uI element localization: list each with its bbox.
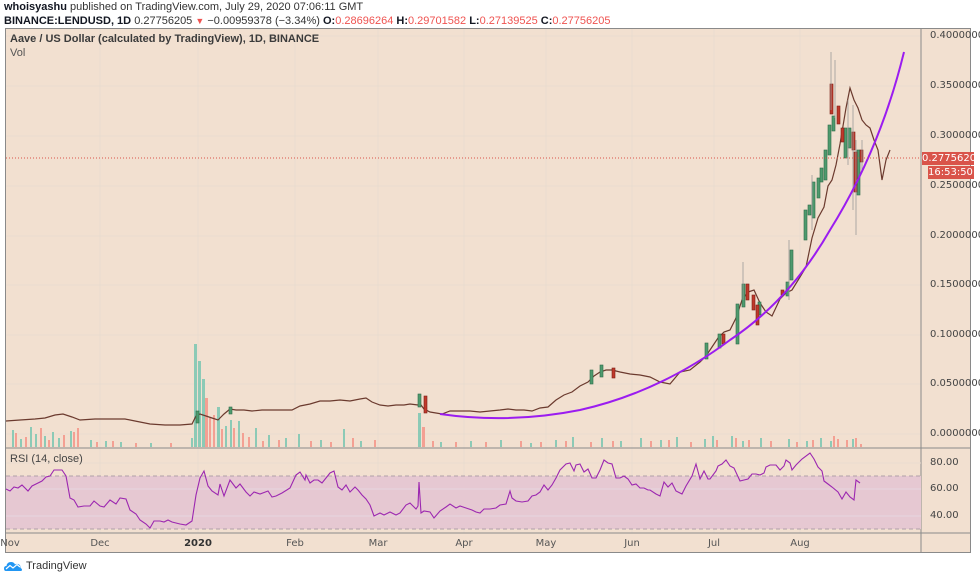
high-label: H: [396,15,408,27]
last-price: 0.27756205 [134,15,193,27]
chart-title: Aave / US Dollar (calculated by TradingV… [10,33,320,45]
tradingview-cloud-icon [4,562,22,571]
price-tick: 0.40000000 [930,30,980,41]
time-label: Mar [368,538,388,549]
current-price-tag: 0.27756205 [922,152,980,165]
volume-legend: Vol [10,47,26,59]
rsi-band [6,476,921,529]
time-label: May [535,538,557,549]
rsi-tick: 60.00 [930,483,959,494]
low-label: L: [469,15,480,27]
price-tick: 0.35000000 [930,80,980,91]
author-name[interactable]: whoisyashu [4,1,67,13]
time-label: Nov [0,538,20,549]
chart-frame[interactable] [5,28,971,553]
rsi-line [5,452,861,529]
rsi-legend: RSI (14, close) [10,453,83,465]
down-triangle-icon: ▼ [195,16,205,26]
publish-info: whoisyashu published on TradingView.com,… [4,1,363,13]
close-value: 0.27756205 [552,15,611,27]
price-tick: 0.30000000 [930,130,980,141]
bar-countdown-tag: 16:53:50 [928,166,974,179]
price-tick: 0.00000000 [930,428,980,439]
price-tick: 0.05000000 [930,378,980,389]
time-grid [99,29,801,533]
rsi-tick: 80.00 [930,457,959,468]
time-label: Dec [90,538,110,549]
rsi-tick: 40.00 [930,510,959,521]
brand-name: TradingView [26,560,87,572]
volume-bars [12,344,862,447]
time-label: Feb [286,538,304,549]
open-label: O: [322,15,336,27]
price-tick: 0.10000000 [930,329,980,340]
symbol-name: BINANCE:LENDUSD, 1D [4,15,132,27]
tradingview-logo[interactable]: TradingView [4,560,87,572]
low-value: 0.27139525 [479,15,538,27]
price-candles [5,52,891,426]
price-change: −0.00959378 (−3.34%) [207,15,320,27]
symbol-info: BINANCE:LENDUSD, 1D 0.27756205 ▼ −0.0095… [4,15,611,27]
time-label: Jun [624,538,640,549]
time-label: Aug [790,538,810,549]
time-label: 2020 [184,538,212,549]
high-value: 0.29701582 [408,15,467,27]
close-label: C: [540,15,553,27]
price-tick: 0.25000000 [930,180,980,191]
time-label: Apr [455,538,473,549]
parabolic-trend-curve[interactable] [439,51,905,420]
publish-text: published on TradingView.com, July 29, 2… [70,1,364,13]
open-value: 0.28696264 [335,15,394,27]
time-label: Jul [707,538,721,549]
price-tick: 0.15000000 [930,279,980,290]
price-tick: 0.20000000 [930,230,980,241]
